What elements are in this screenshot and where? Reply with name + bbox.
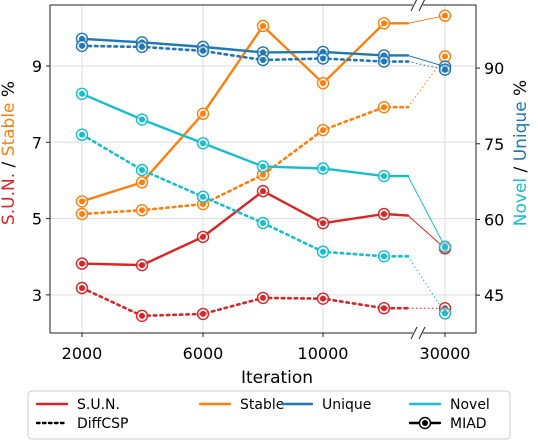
- novel-diffcsp-point-core: [260, 219, 266, 226]
- s-u-n-miad-point-core: [381, 211, 387, 218]
- legend: S.U.N. Stable Unique Novel DiffCSP MIAD: [27, 390, 511, 440]
- legend-label: S.U.N.: [77, 397, 120, 413]
- axis-break-slash: [410, 326, 418, 340]
- stable-miad-point-core: [79, 198, 85, 205]
- plot-frame: [49, 4, 477, 334]
- unique-diffcsp-point-core: [260, 57, 266, 64]
- right-tick-label: 90: [484, 59, 504, 78]
- novel-miad-break-connector: [407, 175, 446, 247]
- novel-miad-point-core: [200, 140, 206, 147]
- axis-label-part: %: [511, 80, 531, 102]
- s-u-n-diffcsp-point-core: [79, 284, 85, 291]
- stable-diffcsp-point-core: [260, 171, 266, 178]
- unique-diffcsp-point-core: [79, 42, 85, 49]
- axis-break-slash: [418, 326, 426, 340]
- left-tick-label: 9: [32, 57, 42, 76]
- stable-miad-point-core: [442, 12, 448, 19]
- novel-diffcsp-point-core: [320, 248, 326, 255]
- s-u-n-diffcsp-point-core: [260, 294, 266, 301]
- novel-diffcsp-break-connector: [407, 256, 446, 314]
- novel-miad-point-core: [139, 116, 145, 123]
- legend-marker-core: [422, 420, 428, 426]
- right-tick-label: 75: [484, 135, 504, 154]
- novel-diffcsp-point-core: [200, 193, 206, 200]
- axis-break-marks: [410, 0, 426, 340]
- unique-diffcsp-point-core: [139, 43, 145, 50]
- novel-diffcsp-point-core: [381, 253, 387, 260]
- stable-diffcsp-point-core: [381, 104, 387, 111]
- legend-label: MIAD: [450, 416, 487, 432]
- s-u-n-miad-point-core: [320, 220, 326, 227]
- stable-diffcsp-point-core: [320, 127, 326, 134]
- axis-label-part: Stable: [0, 102, 19, 156]
- tick-labels: 2000 6000 10000 30000 3 5 7 9 45 60 75 90: [32, 57, 505, 363]
- x-tick-label: 6000: [183, 344, 224, 363]
- novel-miad-point-core: [79, 90, 85, 97]
- right-tick-label: 45: [484, 286, 504, 305]
- unique-miad-break-connector: [407, 54, 446, 68]
- stable-miad-break-connector: [407, 15, 446, 24]
- s-u-n-diffcsp-point-core: [320, 295, 326, 302]
- novel-diffcsp-point-core: [139, 167, 145, 174]
- novel-diffcsp-point-core: [442, 310, 448, 317]
- axis-label-part: %: [0, 81, 19, 103]
- s-u-n-miad-break-connector: [407, 215, 446, 249]
- legend-label: Novel: [450, 397, 490, 413]
- legend-label: Stable: [240, 397, 284, 413]
- unique-diffcsp-point-core: [381, 58, 387, 65]
- x-tick-label: 2000: [62, 344, 103, 363]
- series-group: [75, 9, 452, 323]
- stable-miad-point-core: [320, 80, 326, 87]
- x-tick-label: 10000: [298, 344, 349, 363]
- novel-miad-point-core: [381, 173, 387, 180]
- right-axis-label: Novel / Unique %: [511, 80, 531, 226]
- s-u-n-miad-point-core: [139, 262, 145, 269]
- s-u-n-miad-point-core: [200, 233, 206, 240]
- stable-miad-point-core: [200, 110, 206, 117]
- legend-label: Unique: [322, 397, 371, 413]
- right-tick-label: 60: [484, 210, 504, 229]
- axis-break-gap: [413, 331, 423, 335]
- novel-miad-point-core: [260, 163, 266, 170]
- axis-break-slash: [410, 0, 418, 12]
- s-u-n-miad-point-core: [79, 260, 85, 267]
- stable-diffcsp-point-core: [79, 211, 85, 218]
- stable-diffcsp-point-core: [442, 53, 448, 60]
- left-tick-label: 3: [32, 286, 42, 305]
- s-u-n-miad-point-core: [260, 188, 266, 195]
- left-tick-label: 7: [32, 133, 42, 152]
- stable-miad-point-core: [381, 20, 387, 27]
- x-tick-label: 30000: [420, 344, 471, 363]
- novel-diffcsp-point-core: [79, 131, 85, 138]
- s-u-n-diffcsp-point-core: [139, 312, 145, 319]
- novel-miad-point-core: [442, 243, 448, 250]
- axis-label-part: Novel: [511, 178, 531, 226]
- stable-diffcsp-point-core: [139, 207, 145, 214]
- axis-break-gap: [413, 3, 423, 7]
- axis-label-part: Unique: [511, 101, 531, 161]
- axis-label-part: /: [0, 156, 19, 173]
- s-u-n-diffcsp-point-core: [381, 305, 387, 312]
- legend-label: DiffCSP: [77, 416, 128, 432]
- axis-label-part: S.U.N.: [0, 173, 19, 225]
- axis-label-part: /: [511, 161, 531, 178]
- unique-diffcsp-point-core: [442, 66, 448, 73]
- stable-miad-point-core: [139, 179, 145, 186]
- novel-miad-point-core: [320, 165, 326, 172]
- x-axis-label: Iteration: [241, 368, 313, 388]
- axis-break-slash: [418, 0, 426, 12]
- left-axis-label: S.U.N. / Stable %: [0, 81, 19, 225]
- unique-miad-point-core: [260, 49, 266, 56]
- legend-box: [27, 390, 511, 440]
- unique-diffcsp-point-core: [200, 47, 206, 54]
- left-tick-label: 5: [32, 210, 42, 229]
- unique-diffcsp-point-core: [320, 55, 326, 62]
- s-u-n-diffcsp-point-core: [200, 310, 206, 317]
- stable-miad-point-core: [260, 22, 266, 29]
